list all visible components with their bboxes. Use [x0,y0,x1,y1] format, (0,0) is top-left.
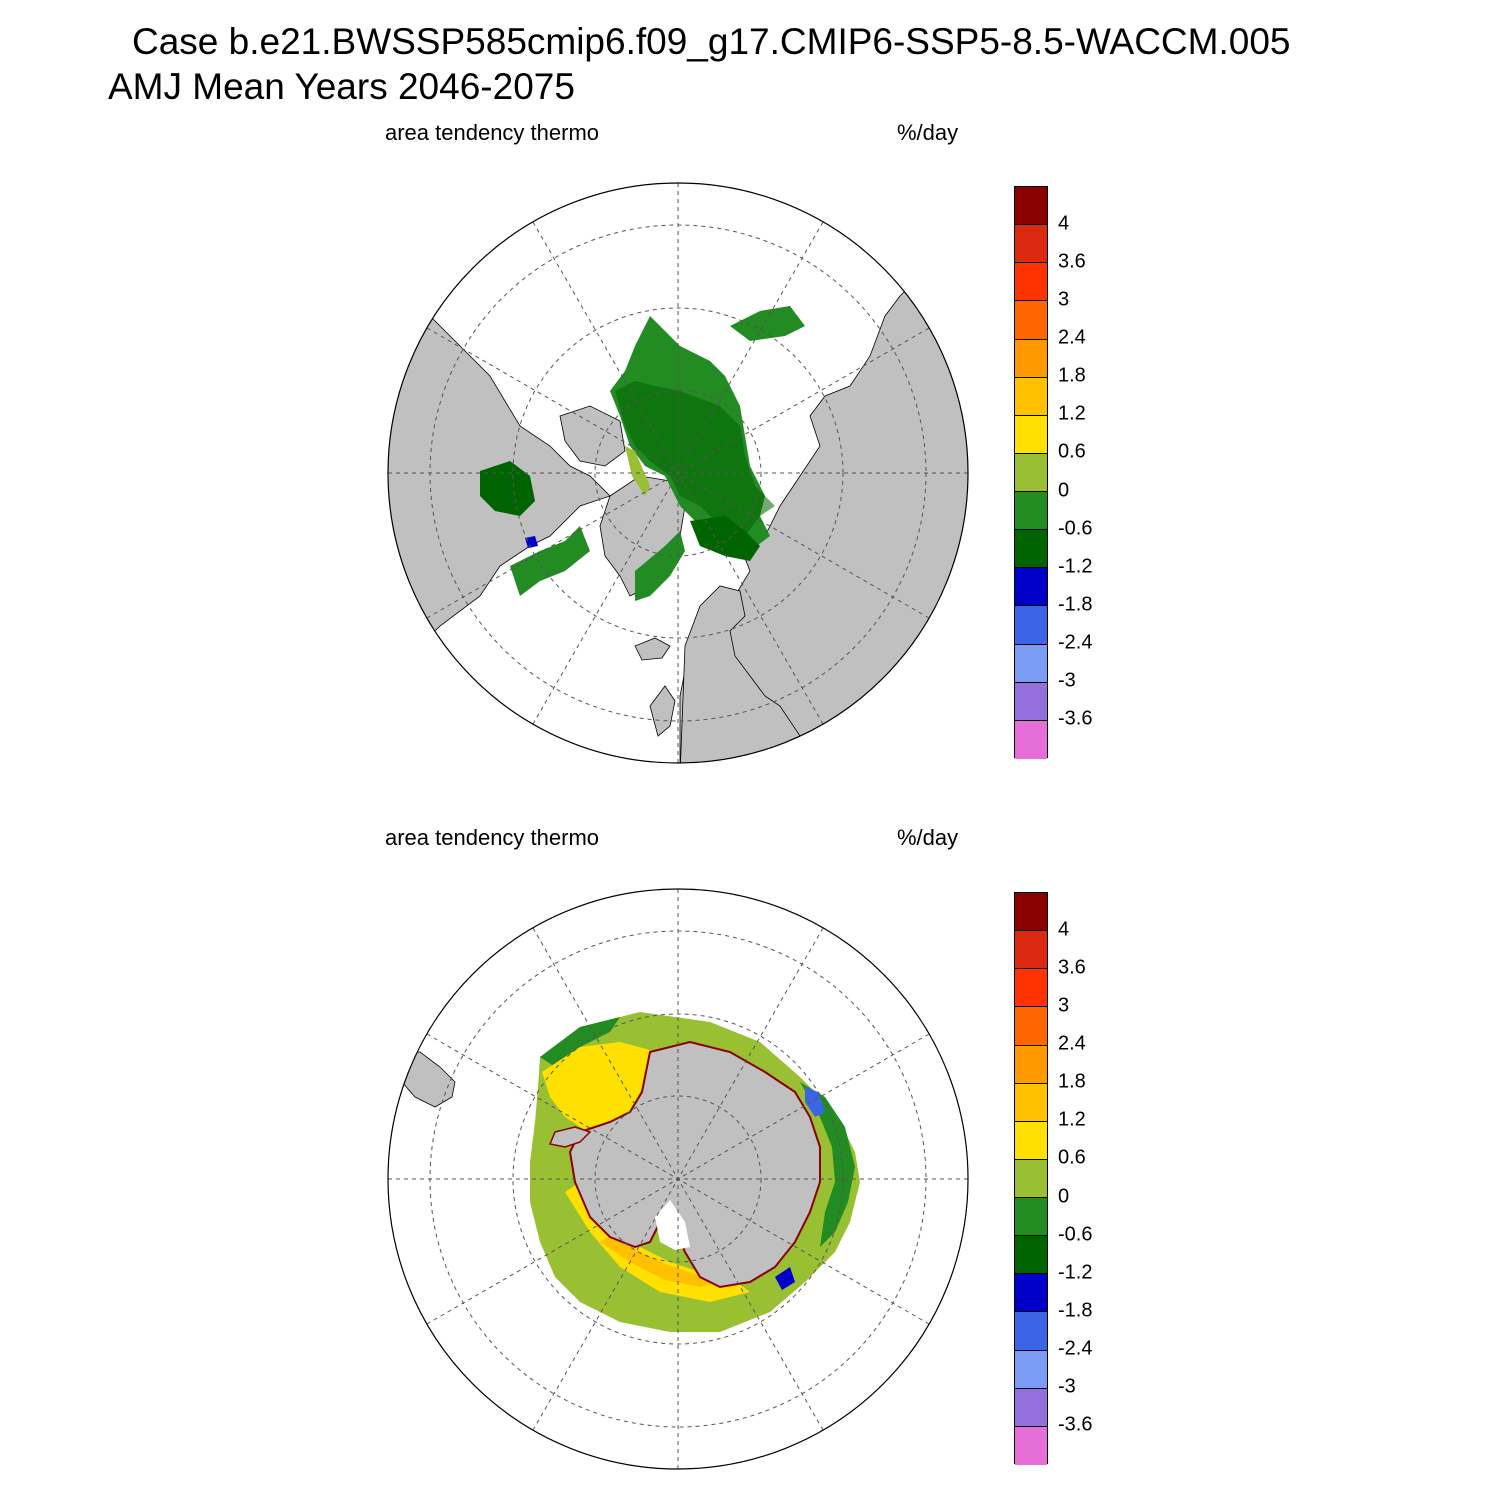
south-swatch [1015,1236,1047,1275]
north-land-iceland [634,637,671,661]
north-colorbar-label: 0.6 [1058,440,1086,463]
north-land-uk [649,685,676,737]
south-swatch [1015,1045,1047,1084]
south-swatch [1015,1083,1047,1122]
north-colorbar-label: -2.4 [1058,631,1093,654]
south-ice-weddell-yellow [542,1042,650,1130]
north-colorbar-label: -0.6 [1058,517,1093,540]
south-colorbar-label: -3.6 [1058,1413,1093,1436]
south-colorbar: 4 3.6 3 2.4 1.8 1.2 0.6 0 -0.6 -1.2 -1.8… [1010,892,1120,1465]
south-colorbar-label: 1.2 [1058,1108,1086,1131]
south-swatch [1015,931,1047,970]
north-colorbar-label: 1.8 [1058,364,1086,387]
north-colorbar-label: 0 [1058,479,1070,502]
south-colorbar-label: -1.8 [1058,1299,1093,1322]
south-swatch [1015,1198,1047,1237]
south-colorbar-label: -2.4 [1058,1337,1093,1360]
north-swatch [1015,492,1047,531]
south-colorbar-label: -0.6 [1058,1223,1093,1246]
south-colorbar-label: -1.2 [1058,1261,1093,1284]
south-land-antarctic-peninsula [548,1126,592,1148]
north-colorbar-label: -1.8 [1058,593,1093,616]
north-ice-bering [730,306,805,341]
north-ice-barents [690,516,760,561]
north-colorbar-swatches [1014,186,1048,759]
south-colorbar-swatches [1014,892,1048,1465]
figure-title-period: AMJ Mean Years 2046-2075 [108,66,575,107]
south-land-south-america [399,1051,456,1108]
south-swatch [1015,1007,1047,1046]
north-colorbar-label: 1.2 [1058,402,1086,425]
south-colorbar-label: 1.8 [1058,1070,1086,1093]
south-swatch [1015,1426,1047,1465]
north-colorbar-label: 2.4 [1058,326,1086,349]
south-ice-ross-orange [600,1234,720,1287]
north-swatch [1015,225,1047,264]
south-swatch [1015,969,1047,1008]
north-colorbar-label: 3.6 [1058,250,1086,273]
north-swatch [1015,720,1047,759]
south-map-boundary [387,888,969,1470]
north-swatch [1015,339,1047,378]
north-ice-greenland-sea [635,531,685,601]
south-ice-east-blue [805,1087,825,1117]
south-ice-se-blue [775,1267,795,1290]
north-ice-labrador [510,526,590,596]
north-land-scandinavia-europe [679,585,821,763]
south-swatch [1015,1274,1047,1313]
south-swatch [1015,1121,1047,1160]
north-swatch [1015,377,1047,416]
south-ice-outer-darkgreen [540,1017,620,1067]
north-panel-units-label: %/day [897,120,959,145]
south-colorbar-label: 2.4 [1058,1032,1086,1055]
north-ice-baffin-lightgreen [625,446,650,496]
south-colorbar-label: 3.6 [1058,956,1086,979]
figure-title-case: Case b.e21.BWSSP585cmip6.f09_g17.CMIP6-S… [132,21,1291,62]
north-ice-hudson-bay [480,461,535,516]
south-swatch [1015,1350,1047,1389]
north-swatch [1015,453,1047,492]
north-colorbar-label: -3.6 [1058,707,1093,730]
north-colorbar-label: -3 [1058,669,1076,692]
north-ice-outer-band [615,381,775,536]
south-colorbar-label: 4 [1058,918,1070,941]
north-ice-blue-patch [525,536,538,548]
north-colorbar: 4 3.6 3 2.4 1.8 1.2 0.6 0 -0.6 -1.2 -1.8… [1010,186,1120,759]
south-swatch [1015,1388,1047,1427]
north-swatch [1015,568,1047,607]
south-ross-ice-shelf [655,1200,690,1250]
south-panel-variable-label: area tendency thermo [385,825,600,850]
south-graticule [388,889,968,1469]
north-colorbar-label: 4 [1058,212,1070,235]
north-swatch [1015,644,1047,683]
north-colorbar-label: 3 [1058,288,1070,311]
south-panel-units-label: %/day [897,825,959,850]
north-swatch [1015,415,1047,454]
south-polar-map [387,888,969,1470]
south-colorbar-label: -3 [1058,1375,1076,1398]
north-land-arctic-archipelago [559,405,626,467]
north-swatch [1015,263,1047,302]
south-swatch [1015,893,1047,932]
south-colorbar-label: 3 [1058,994,1070,1017]
north-swatch [1015,530,1047,569]
south-swatch [1015,1159,1047,1198]
north-swatch [1015,301,1047,340]
north-polar-map [387,182,969,764]
north-graticule [388,183,968,763]
north-panel-variable-label: area tendency thermo [385,120,600,145]
south-colorbar-label: 0.6 [1058,1146,1086,1169]
north-swatch [1015,682,1047,721]
south-swatch [1015,1312,1047,1351]
south-colorbar-label: 0 [1058,1185,1070,1208]
north-swatch [1015,606,1047,645]
north-map-boundary [387,182,969,764]
north-swatch [1015,187,1047,226]
north-colorbar-label: -1.2 [1058,555,1093,578]
